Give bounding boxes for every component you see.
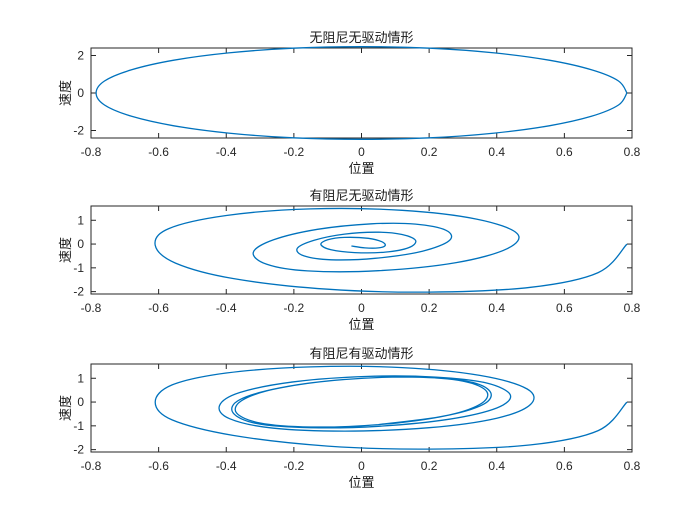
x-tick-label: -0.2 (284, 301, 305, 315)
x-tick-label: 0 (358, 301, 365, 315)
phase-trajectory-line (154, 207, 628, 293)
x-tick-label: -0.8 (81, 459, 102, 473)
x-axis-label: 位置 (348, 318, 374, 333)
x-tick-label: 0.4 (488, 145, 505, 159)
y-tick-label: 0 (77, 86, 84, 100)
phase-trajectory-line (154, 365, 628, 450)
x-tick-label: -0.8 (81, 145, 102, 159)
chart-title: 无阻尼无驱动情形 (309, 31, 413, 46)
x-tick-label: 0.2 (421, 145, 438, 159)
y-tick-label: -1 (73, 261, 84, 275)
x-tick-label: 0.2 (421, 459, 438, 473)
subplot-1: -0.8 -0.6 -0.4 -0.2 0 0.2 0.4 0.6 0.8 -2 0 2 无阻尼无驱动情… (58, 31, 641, 177)
x-tick-label: -0.6 (148, 459, 169, 473)
x-tick-label: 0.4 (488, 301, 505, 315)
x-tick-label: 0 (358, 459, 365, 473)
x-tick-label: 0.2 (421, 301, 438, 315)
x-tick-label: -0.6 (148, 301, 169, 315)
y-tick-label: 2 (77, 49, 84, 63)
x-tick-label: -0.4 (216, 145, 237, 159)
y-axis-label: 速度 (58, 237, 74, 263)
x-tick-label: -0.2 (284, 459, 305, 473)
x-tick-label: 0.8 (624, 301, 641, 315)
phase-trajectory-line (95, 46, 628, 140)
x-tick-label: 0 (358, 145, 365, 159)
x-tick-label: 0.8 (624, 459, 641, 473)
y-tick-label: -2 (73, 124, 84, 138)
y-tick-label: 1 (77, 213, 84, 227)
y-tick-label: 1 (77, 371, 84, 385)
chart-title: 有阻尼有驱动情形 (309, 347, 413, 362)
y-axis-label: 速度 (58, 80, 74, 106)
x-axis-label: 位置 (348, 162, 374, 177)
subplot-2: -0.8 -0.6 -0.4 -0.2 0 0.2 0.4 0.6 0.8 -2 -1 0 1 有阻尼无驱… (58, 189, 641, 333)
x-tick-label: 0.6 (556, 301, 573, 315)
y-tick-label: 0 (77, 237, 84, 251)
x-tick-label: -0.2 (284, 145, 305, 159)
x-tick-label: 0.8 (624, 145, 641, 159)
x-tick-label: -0.4 (216, 301, 237, 315)
subplot-3: -0.8 -0.6 -0.4 -0.2 0 0.2 0.4 0.6 0.8 -2 -1 0 1 有阻尼有驱… (58, 347, 641, 491)
x-tick-label: 0.6 (556, 145, 573, 159)
y-tick-label: -2 (73, 285, 84, 299)
chart-title: 有阻尼无驱动情形 (309, 189, 413, 204)
x-tick-label: 0.4 (488, 459, 505, 473)
x-tick-label: -0.4 (216, 459, 237, 473)
axes-box (90, 205, 633, 295)
x-axis-label: 位置 (348, 476, 374, 491)
y-tick-label: 0 (77, 395, 84, 409)
y-axis-label: 速度 (58, 395, 74, 421)
x-tick-label: 0.6 (556, 459, 573, 473)
y-tick-label: -2 (73, 443, 84, 457)
x-tick-label: -0.6 (148, 145, 169, 159)
x-tick-label: -0.8 (81, 301, 102, 315)
axes-box (90, 47, 633, 139)
y-tick-label: -1 (73, 419, 84, 433)
